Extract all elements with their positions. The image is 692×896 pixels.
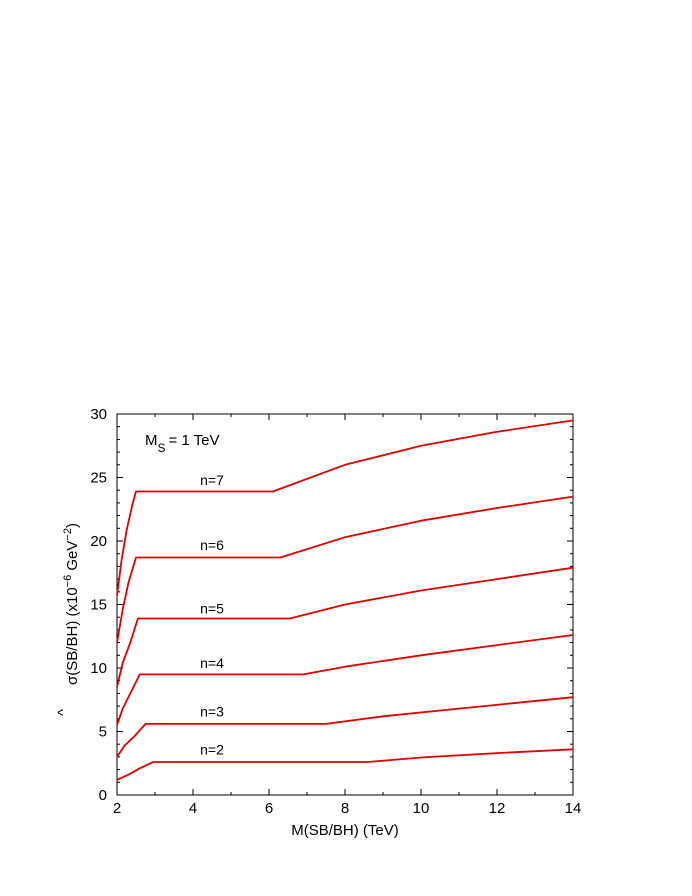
y-tick-label: 30 <box>90 406 107 423</box>
annotation-main: M <box>145 432 158 449</box>
curves <box>116 419 574 781</box>
y-tick-label: 15 <box>90 597 107 614</box>
annotation-rest: = 1 TeV <box>169 432 220 449</box>
y-label-main: σ(SB/BH) (x10 <box>64 587 81 685</box>
y-label-hat: ^ <box>55 709 72 716</box>
y-axis-label: σ(SB/BH) (x10−6 GeV−2) ^ <box>55 523 81 716</box>
series-label-n=7: n=7 <box>200 472 224 488</box>
x-axis-label: M(SB/BH) (TeV) <box>291 822 399 839</box>
x-tick-label: 6 <box>265 800 273 817</box>
series-label-n=2: n=2 <box>200 741 224 757</box>
x-tick-label: 10 <box>413 800 430 817</box>
series-line-n=6 <box>116 495 574 643</box>
series-label-n=6: n=6 <box>200 537 224 553</box>
y-label-mid: GeV <box>64 541 81 575</box>
y-label-end: ) <box>64 523 81 528</box>
series-label-n=3: n=3 <box>200 703 224 719</box>
y-tick-label: 10 <box>90 660 107 677</box>
y-tick-label: 20 <box>90 533 107 550</box>
y-tick-label: 0 <box>99 787 107 804</box>
series-line-n=7 <box>116 419 574 596</box>
series-label-n=5: n=5 <box>200 600 224 616</box>
tick-labels: 2 4 6 8 10 12 14 0 5 10 15 20 25 30 <box>90 406 581 817</box>
series-line-n=2 <box>116 748 574 781</box>
y-tick-label: 25 <box>90 470 107 487</box>
y-label-exp1: −6 <box>62 575 74 588</box>
x-tick-label: 14 <box>565 800 582 817</box>
y-axis-label-text: σ(SB/BH) (x10−6 GeV−2) <box>62 523 81 685</box>
x-tick-label: 2 <box>113 800 121 817</box>
x-tick-label: 12 <box>489 800 506 817</box>
y-tick-label: 5 <box>99 724 107 741</box>
annotation-ms: MS = 1 TeV <box>145 432 220 455</box>
curve-labels: n=2 n=3 n=4 n=5 n=6 n=7 <box>200 472 224 757</box>
series-line-n=4 <box>116 634 574 726</box>
y-label-exp2: −2 <box>62 528 74 541</box>
series-label-n=4: n=4 <box>200 655 224 671</box>
axis-ticks <box>116 413 574 796</box>
x-tick-label: 4 <box>189 800 197 817</box>
series-line-n=5 <box>116 566 574 688</box>
annotation-sub: S <box>158 441 166 455</box>
series-line-n=3 <box>116 696 574 758</box>
x-tick-label: 8 <box>341 800 349 817</box>
